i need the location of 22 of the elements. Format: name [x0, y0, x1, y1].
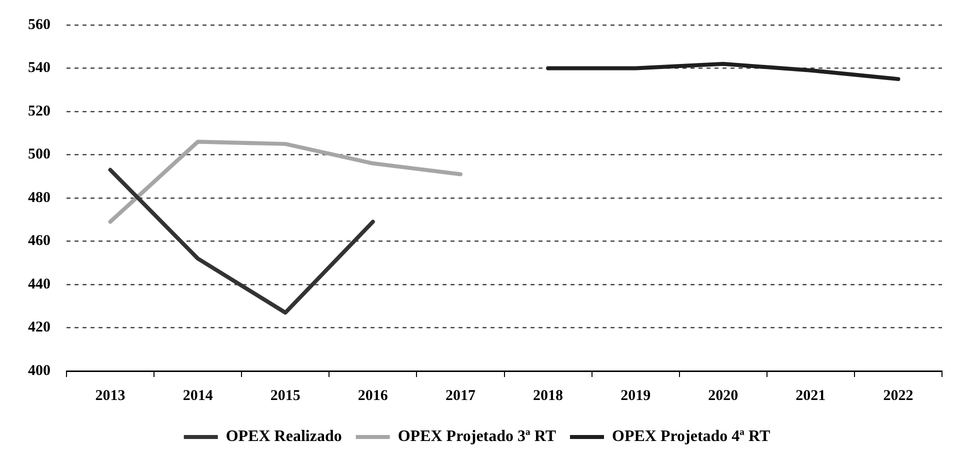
y-tick-label: 480 — [28, 190, 50, 206]
x-tick-label: 2016 — [358, 388, 388, 404]
x-tick-label: 2018 — [533, 388, 564, 404]
x-tick-label: 2020 — [708, 388, 738, 404]
x-tick-label: 2019 — [620, 388, 651, 404]
legend-label: OPEX Projetado 3ª RT — [398, 428, 556, 446]
x-tick-label: 2022 — [883, 388, 914, 404]
x-tick-label: 2013 — [95, 388, 126, 404]
y-tick-label: 400 — [28, 362, 50, 379]
y-tick-label: 440 — [28, 276, 50, 292]
legend-label: OPEX Realizado — [226, 428, 342, 446]
y-tick-label: 460 — [28, 233, 50, 250]
y-tick-label: 560 — [28, 16, 50, 33]
legend-label: OPEX Projetado 4ª RT — [612, 428, 770, 446]
x-tick-label: 2017 — [445, 388, 476, 404]
x-tick-label: 2021 — [796, 388, 826, 404]
y-tick-label: 500 — [28, 146, 50, 163]
y-tick-label: 520 — [28, 103, 50, 120]
y-tick-label: 420 — [28, 320, 50, 336]
x-tick-label: 2015 — [270, 388, 300, 404]
y-tick-label: 540 — [28, 60, 50, 76]
x-tick-label: 2014 — [182, 388, 214, 404]
